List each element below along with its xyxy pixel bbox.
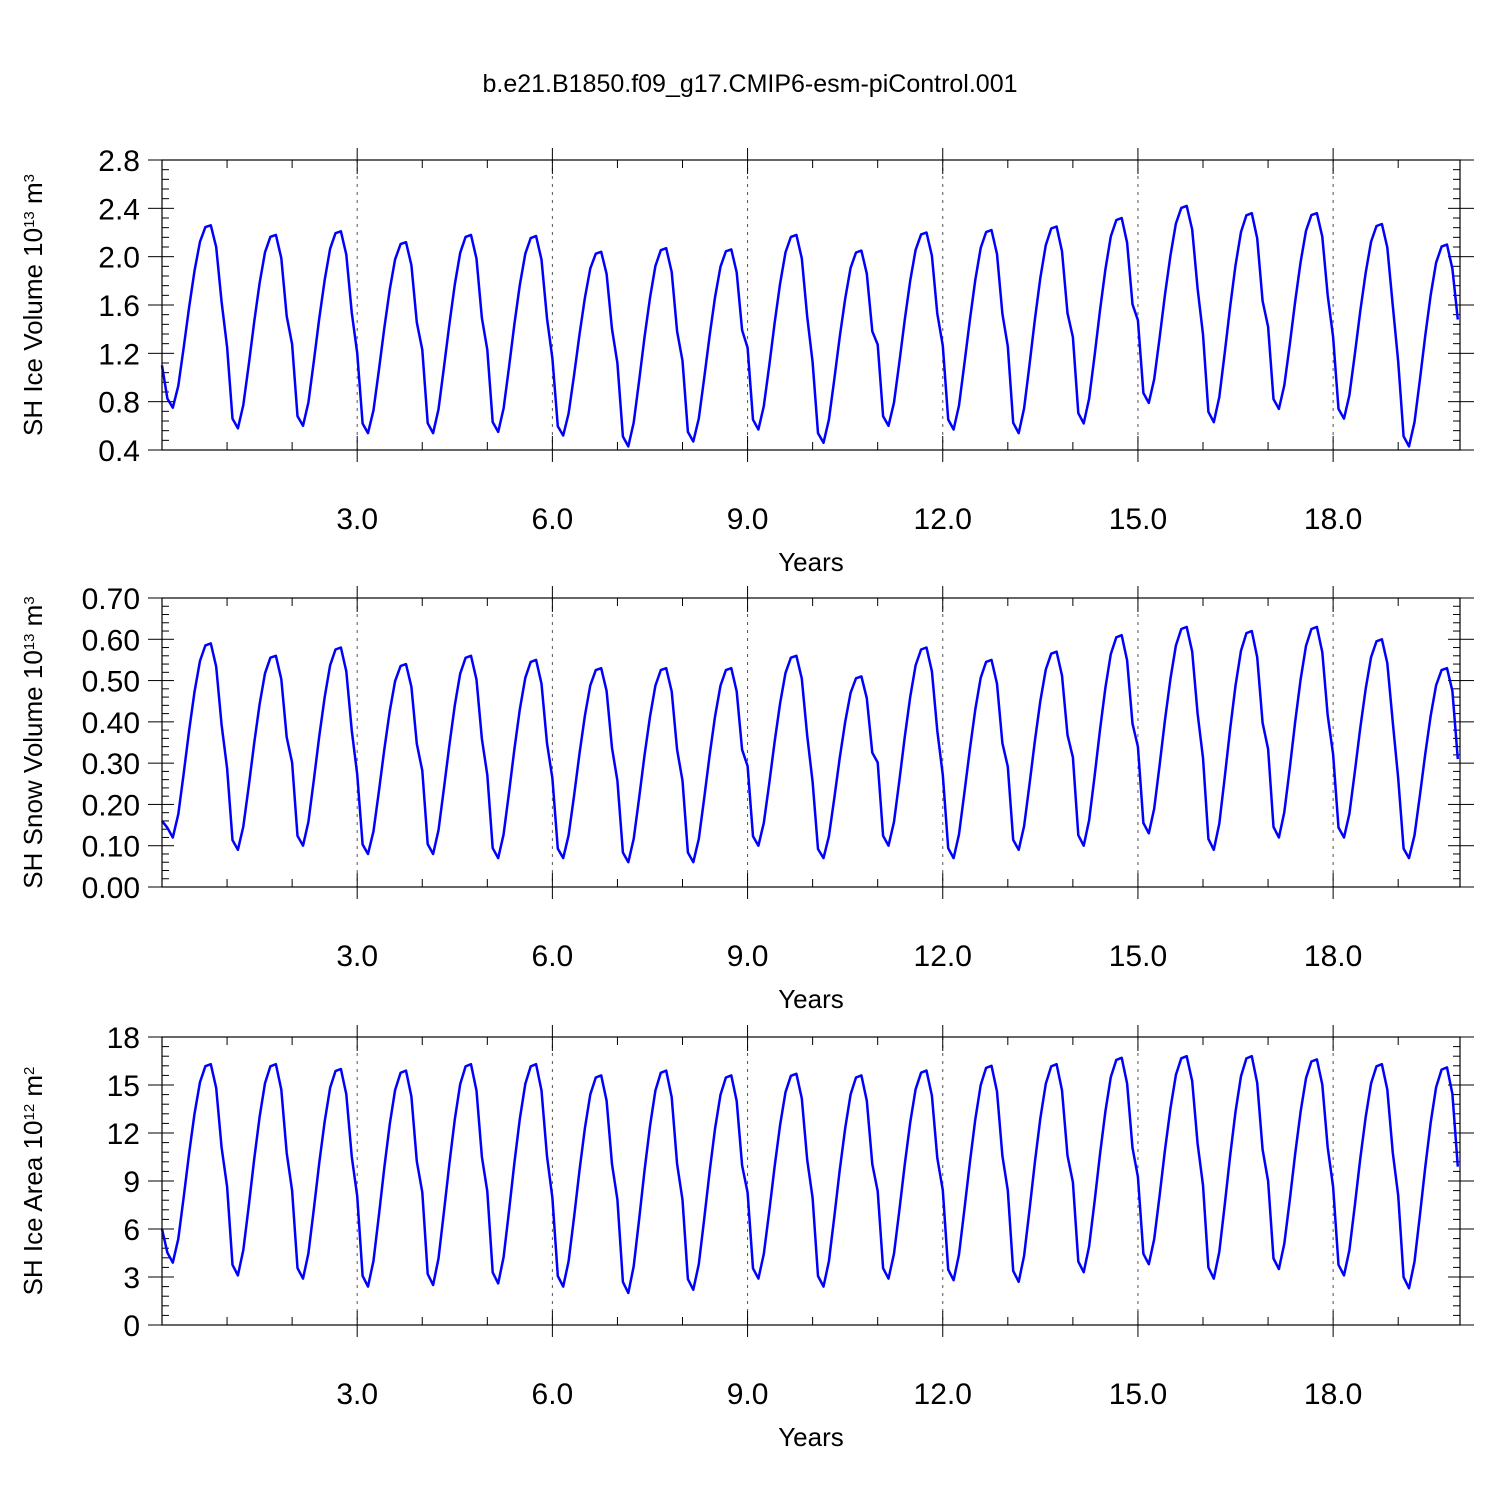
y-tick-label: 0.10 <box>82 831 140 864</box>
y-tick-label: 0.60 <box>82 624 140 657</box>
y-tick-label: 0.30 <box>82 748 140 781</box>
x-tick-label: 3.0 <box>336 1378 378 1411</box>
y-tick-label: 1.6 <box>98 290 140 323</box>
x-tick-label: 3.0 <box>336 940 378 973</box>
y-tick-label: 3 <box>123 1262 140 1295</box>
x-tick-label: 12.0 <box>914 940 972 973</box>
series-line <box>161 625 1460 864</box>
plot-frame <box>161 1036 1461 1326</box>
x-tick-label: 12.0 <box>914 503 972 536</box>
x-tick-label: 15.0 <box>1109 940 1167 973</box>
x-tick-label: 9.0 <box>727 940 769 973</box>
x-axis-title: Years <box>778 1422 844 1452</box>
x-tick-label: 18.0 <box>1304 940 1362 973</box>
x-tick-label: 3.0 <box>336 503 378 536</box>
chart-title: b.e21.B1850.f09_g17.CMIP6-esm-piControl.… <box>482 70 1018 98</box>
x-tick-label: 9.0 <box>727 503 769 536</box>
y-tick-label: 0.8 <box>98 387 140 420</box>
y-tick-label: 0.4 <box>98 435 140 468</box>
series-line <box>160 204 1460 448</box>
plot-frame <box>161 597 1461 888</box>
panel-1: 0.4 0.8 1.2 1.6 2.0 2.4 2.8 3.0 6.0 9.0 12.0 15.0 18… <box>18 145 1474 577</box>
panel-2: 0.00 0.10 0.20 0.30 0.40 0.50 0.60 0.70 3.0 6.0 9.… <box>18 583 1474 1014</box>
y-tick-label: 6 <box>123 1214 140 1247</box>
y-tick-label: 15 <box>107 1070 140 1103</box>
x-tick-label: 6.0 <box>532 503 574 536</box>
x-tick-label: 15.0 <box>1109 1378 1167 1411</box>
y-tick-label: 2.0 <box>98 242 140 275</box>
plot-frame <box>161 159 1461 451</box>
y-tick-label: 0.00 <box>82 872 140 905</box>
y-axis-title: SH Ice Volume 1013 m3 <box>18 174 48 436</box>
y-tick-label: 18 <box>107 1022 140 1055</box>
y-tick-label: 0 <box>123 1310 140 1343</box>
y-tick-label: 12 <box>107 1118 140 1151</box>
y-tick-label: 0.40 <box>82 707 140 740</box>
y-tick-label: 9 <box>123 1166 140 1199</box>
x-tick-label: 12.0 <box>914 1378 972 1411</box>
panel-3: 0 3 6 9 12 15 18 3.0 6.0 9.0 12.0 15.0 18.0 Years SH I… <box>18 1022 1474 1452</box>
x-tick-label: 15.0 <box>1109 503 1167 536</box>
series-line <box>160 1054 1460 1295</box>
y-tick-label: 1.2 <box>98 338 140 371</box>
x-tick-label: 9.0 <box>727 1378 769 1411</box>
y-tick-label: 2.8 <box>98 145 140 178</box>
x-tick-label: 6.0 <box>532 940 574 973</box>
x-axis-title: Years <box>778 547 844 577</box>
x-tick-label: 18.0 <box>1304 1378 1362 1411</box>
x-tick-label: 6.0 <box>532 1378 574 1411</box>
y-axis-title: SH Ice Area 1012 m2 <box>18 1067 48 1296</box>
y-tick-label: 0.70 <box>82 583 140 616</box>
y-tick-label: 0.50 <box>82 666 140 699</box>
x-tick-label: 18.0 <box>1304 503 1362 536</box>
x-axis-title: Years <box>778 984 844 1014</box>
y-tick-label: 0.20 <box>82 789 140 822</box>
y-axis-title: SH Snow Volume 1013 m3 <box>18 596 48 888</box>
y-tick-label: 2.4 <box>98 193 140 226</box>
